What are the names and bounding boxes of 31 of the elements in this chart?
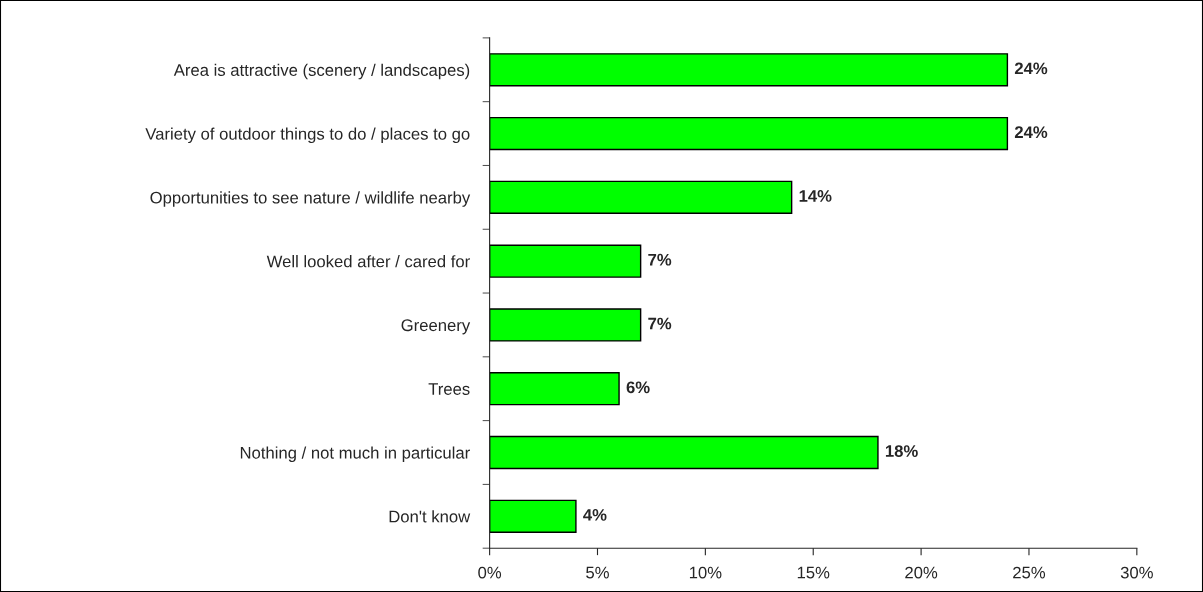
y-tick-label: Variety of outdoor things to do / places to go: [145, 127, 470, 144]
x-tick-label: 30%: [1120, 566, 1153, 579]
bar: [489, 244, 642, 278]
y-tick-label: Opportunities to see nature / wildlife nearby: [150, 191, 471, 207]
y-tick-label: Well looked after / cared for: [266, 255, 470, 268]
bar: [489, 53, 1009, 87]
x-tick-label: 5%: [586, 566, 609, 579]
x-tick-label: 10%: [689, 566, 722, 579]
x-tick-label: 25%: [1013, 566, 1046, 579]
data-label: 14%: [799, 190, 832, 202]
data-label: 6%: [626, 381, 650, 394]
bar: [489, 180, 793, 215]
data-label: 7%: [648, 253, 672, 266]
y-tick-label: Don't know: [389, 510, 471, 523]
data-label: 18%: [885, 445, 918, 457]
bar: [489, 372, 620, 406]
data-label: 7%: [648, 317, 672, 330]
data-label: 4%: [583, 509, 607, 521]
y-tick-label: Trees: [428, 383, 470, 395]
y-tick-label: Area is attractive (scenery / landscapes): [173, 63, 470, 80]
x-tick-label: 0%: [478, 566, 502, 579]
y-tick-label: Nothing / not much in particular: [240, 446, 470, 463]
x-tick-label: 15%: [797, 566, 830, 579]
data-label: 24%: [1014, 62, 1048, 75]
y-tick-label: Greenery: [401, 319, 471, 335]
data-label: 24%: [1014, 126, 1048, 139]
bar: [489, 116, 1009, 151]
x-tick-label: 20%: [905, 566, 938, 579]
bar: [489, 308, 642, 342]
bar: [489, 435, 879, 470]
bar: [489, 499, 577, 533]
